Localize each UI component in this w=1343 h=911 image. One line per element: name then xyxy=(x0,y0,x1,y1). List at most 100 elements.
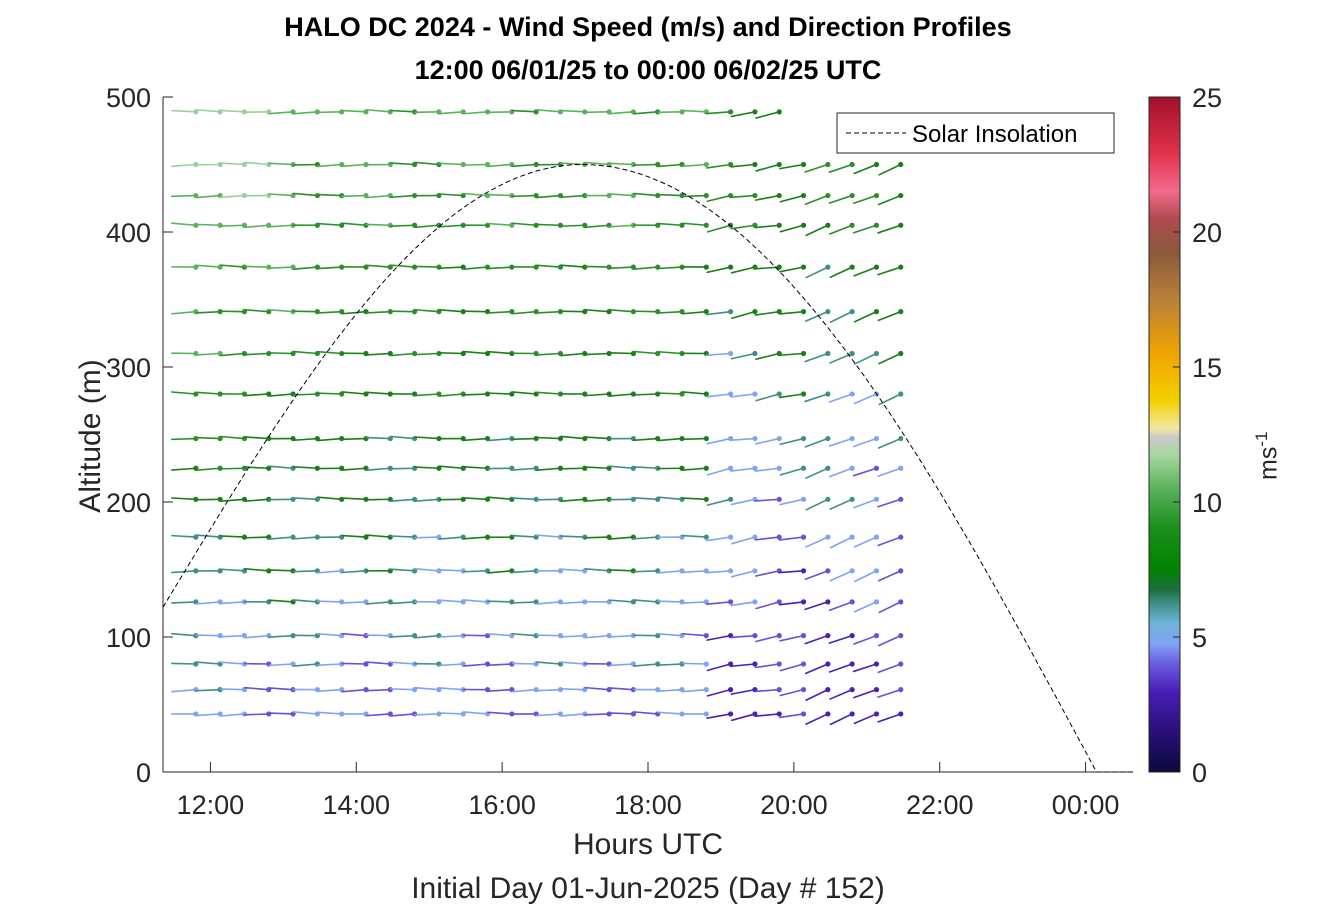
wind-barb-dot xyxy=(776,687,782,693)
wind-barb xyxy=(389,661,416,665)
wind-barb xyxy=(754,663,781,669)
wind-barb xyxy=(195,108,221,113)
colorbar-tick-label: 5 xyxy=(1192,623,1207,653)
wind-barb xyxy=(414,536,440,539)
wind-barb xyxy=(878,352,902,365)
wind-barb xyxy=(365,688,392,692)
wind-barb xyxy=(389,435,416,440)
wind-barb-dot xyxy=(825,568,831,574)
wind-barb xyxy=(195,310,221,314)
wind-barb xyxy=(584,352,610,356)
wind-barb-dot xyxy=(776,661,782,667)
wind-barb xyxy=(657,193,683,197)
wind-barb xyxy=(171,194,197,198)
wind-barb xyxy=(341,109,367,113)
wind-barb-dot xyxy=(800,222,807,228)
wind-barb xyxy=(219,498,246,502)
wind-barb-dot xyxy=(873,309,880,315)
wind-barb-dot xyxy=(752,161,758,168)
wind-barb xyxy=(438,569,465,572)
wind-barb xyxy=(389,162,416,166)
x-tick-label: 00:00 xyxy=(1052,790,1120,820)
wind-barb xyxy=(487,392,513,395)
wind-barb xyxy=(389,224,416,228)
colorbar-tick-label: 0 xyxy=(1192,758,1207,788)
wind-barb xyxy=(755,163,781,172)
wind-barb xyxy=(805,713,829,725)
wind-barb xyxy=(511,688,537,693)
wind-barb xyxy=(195,223,221,227)
wind-barb-dot xyxy=(193,435,199,442)
wind-barb-dot xyxy=(752,534,758,540)
colorbar-label-exponent: -1 xyxy=(1252,431,1271,447)
wind-barb xyxy=(365,310,392,314)
wind-barb xyxy=(535,352,562,356)
wind-barb xyxy=(219,435,246,440)
wind-barb xyxy=(853,393,878,405)
wind-barb-dot xyxy=(800,496,807,502)
wind-barb xyxy=(706,224,732,233)
wind-barb xyxy=(852,663,878,673)
wind-barb xyxy=(389,352,416,357)
wind-barb xyxy=(316,266,343,270)
wind-barb xyxy=(171,163,197,168)
wind-barb xyxy=(487,163,513,168)
y-tick-label: 500 xyxy=(106,83,151,113)
wind-barb-dot xyxy=(752,391,758,397)
wind-barb xyxy=(292,266,319,270)
wind-barb-dot xyxy=(800,161,807,168)
wind-barb xyxy=(195,688,221,692)
wind-barb xyxy=(292,350,319,355)
wind-barb-dot xyxy=(387,222,393,228)
wind-barb xyxy=(804,601,829,611)
wind-barb xyxy=(730,352,756,360)
wind-barb-dot xyxy=(800,568,807,574)
wind-barb xyxy=(829,310,853,323)
wind-barb-dot xyxy=(776,435,782,442)
wind-barb-dot xyxy=(411,711,418,717)
wind-barb xyxy=(828,437,853,447)
wind-barb-dot xyxy=(898,687,904,693)
wind-barb-dot xyxy=(800,435,807,442)
wind-barb xyxy=(414,713,440,716)
wind-barb-dot xyxy=(752,711,758,717)
wind-barb xyxy=(804,663,829,675)
wind-barb xyxy=(657,392,683,395)
wind-barb-dot xyxy=(849,465,855,471)
wind-barb xyxy=(389,601,416,605)
wind-barb xyxy=(389,109,416,113)
wind-barb-dot xyxy=(776,161,782,168)
wind-barb xyxy=(365,391,392,395)
wind-barb xyxy=(292,111,319,115)
wind-barb xyxy=(268,712,294,715)
wind-barb xyxy=(535,436,562,440)
colorbar xyxy=(1148,96,1181,773)
wind-barb xyxy=(414,308,440,313)
wind-barb-dot xyxy=(728,161,734,168)
wind-barb-dot xyxy=(703,192,709,199)
wind-barb xyxy=(268,569,294,572)
wind-barb xyxy=(755,352,781,361)
wind-barb xyxy=(438,308,465,313)
wind-barb xyxy=(438,465,465,470)
wind-barb-dot xyxy=(873,633,880,639)
wind-barb-dot xyxy=(873,192,880,199)
wind-barb xyxy=(511,570,537,574)
wind-barb-dot xyxy=(728,309,734,315)
wind-barb xyxy=(462,111,489,115)
y-tick-label: 200 xyxy=(106,488,151,518)
wind-barb xyxy=(243,352,270,356)
wind-barb-dot xyxy=(752,661,758,667)
wind-barb xyxy=(608,634,635,638)
wind-barb-dot xyxy=(728,599,734,605)
wind-barb-dot xyxy=(728,391,734,397)
wind-barb xyxy=(365,194,392,199)
wind-barb-dot xyxy=(703,435,709,442)
wind-barb xyxy=(243,536,270,539)
wind-barb xyxy=(805,498,829,511)
wind-barb-dot xyxy=(873,264,880,270)
wind-barb xyxy=(560,352,586,357)
wind-barb xyxy=(706,437,732,445)
wind-barb-dot xyxy=(873,687,880,693)
wind-barb xyxy=(632,437,659,442)
